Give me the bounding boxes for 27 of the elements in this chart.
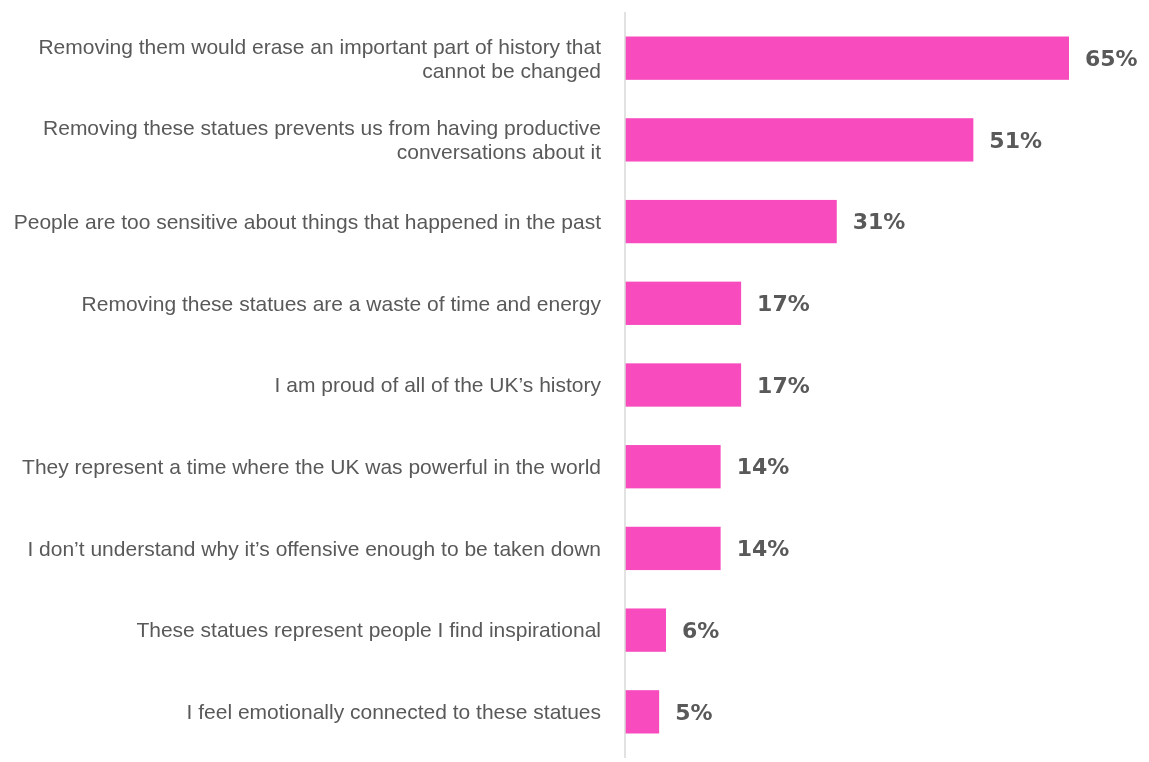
data-label: 17% [757,290,810,316]
bar [625,690,660,734]
bar [625,199,837,244]
y-tick-label: I feel emotionally connected to these statues [186,700,601,724]
y-tick-label: I am proud of all of the UK’s history [274,373,602,397]
y-tick-label: People are too sensitive about things that happened in the past [13,209,602,233]
y-tick-label: I don’t understand why it’s offensive enough to be taken down [27,536,601,560]
bar [625,608,666,652]
y-tick-label: Removing these statues are a waste of time and energy [81,291,602,315]
data-label: 5% [675,699,713,725]
bar [625,118,974,162]
y-tick-label: They represent a time where the UK was powerful in the world [22,455,601,479]
bar [625,526,721,571]
data-label: 51% [989,127,1043,153]
bar [625,445,721,489]
data-label: 14% [736,536,790,562]
bar [625,36,1069,80]
data-label: 65% [1085,45,1138,71]
bar [625,281,742,325]
data-label: 14% [736,454,790,480]
y-tick-label: These statues represent people I find inspirational [136,618,601,642]
data-label: 31% [852,209,906,235]
data-label: 6% [681,617,720,643]
y-tick-label: Removing these statues prevents us from having productive conversations about it [43,116,602,164]
bar [625,363,742,407]
y-tick-label: Removing them would erase an important part of history that cannot be changed [38,34,602,82]
data-label: 17% [757,372,810,398]
